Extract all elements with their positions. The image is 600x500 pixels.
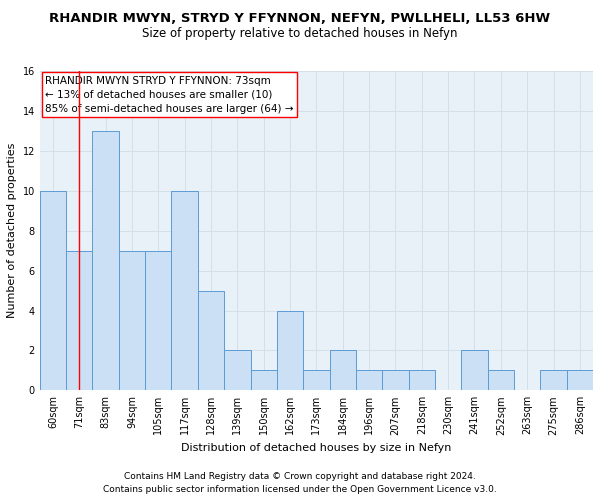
Bar	[567, 370, 593, 390]
Bar	[356, 370, 382, 390]
Bar	[541, 370, 567, 390]
Text: Contains public sector information licensed under the Open Government Licence v3: Contains public sector information licen…	[103, 485, 497, 494]
Text: RHANDIR MWYN, STRYD Y FFYNNON, NEFYN, PWLLHELI, LL53 6HW: RHANDIR MWYN, STRYD Y FFYNNON, NEFYN, PW…	[49, 12, 551, 26]
Bar	[277, 310, 303, 390]
Text: RHANDIR MWYN STRYD Y FFYNNON: 73sqm
← 13% of detached houses are smaller (10)
85: RHANDIR MWYN STRYD Y FFYNNON: 73sqm ← 13…	[45, 76, 294, 114]
Y-axis label: Number of detached properties: Number of detached properties	[7, 143, 17, 318]
Bar	[409, 370, 435, 390]
Bar	[40, 190, 66, 390]
Bar	[329, 350, 356, 391]
Bar	[92, 131, 119, 390]
Bar	[172, 190, 198, 390]
Bar	[303, 370, 329, 390]
Bar	[488, 370, 514, 390]
Bar	[251, 370, 277, 390]
Text: Contains HM Land Registry data © Crown copyright and database right 2024.: Contains HM Land Registry data © Crown c…	[124, 472, 476, 481]
Bar	[198, 290, 224, 390]
Bar	[224, 350, 251, 391]
Bar	[382, 370, 409, 390]
Bar	[119, 250, 145, 390]
Bar	[66, 250, 92, 390]
Text: Size of property relative to detached houses in Nefyn: Size of property relative to detached ho…	[142, 28, 458, 40]
X-axis label: Distribution of detached houses by size in Nefyn: Distribution of detached houses by size …	[181, 443, 452, 453]
Bar	[145, 250, 172, 390]
Bar	[461, 350, 488, 391]
